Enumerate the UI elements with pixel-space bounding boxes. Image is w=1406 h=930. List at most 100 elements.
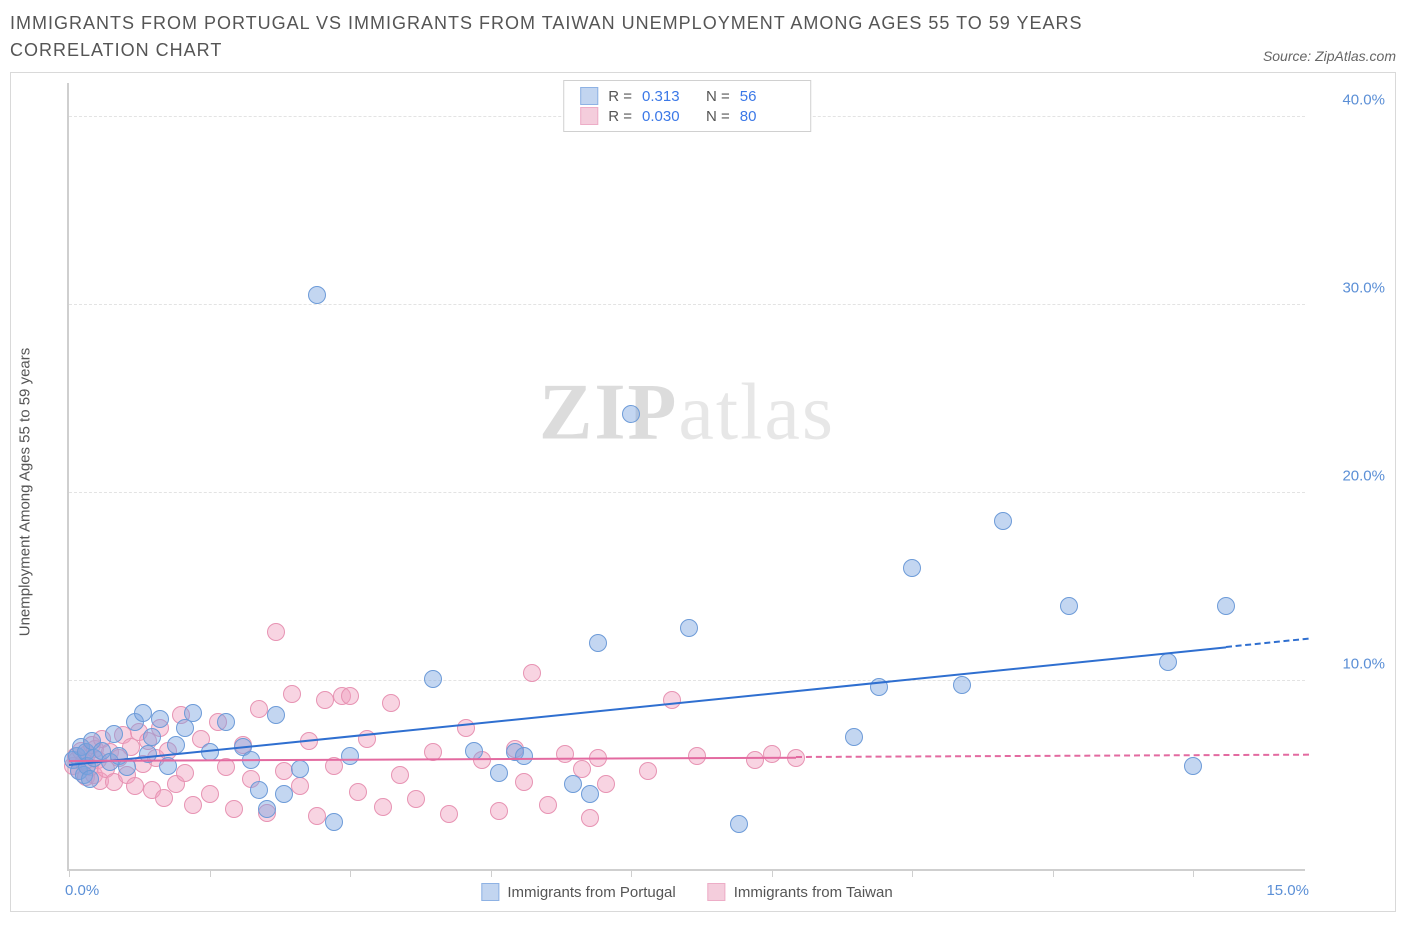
trend-line — [1226, 638, 1309, 648]
swatch-portugal-icon — [481, 883, 499, 901]
data-point — [258, 800, 276, 818]
data-point — [283, 685, 301, 703]
data-point — [201, 785, 219, 803]
data-point — [539, 796, 557, 814]
stat-label: N = — [706, 88, 730, 105]
swatch-taiwan-icon — [580, 107, 598, 125]
gridline — [69, 492, 1305, 493]
data-point — [556, 745, 574, 763]
y-tick-label: 30.0% — [1315, 279, 1385, 296]
data-point — [105, 725, 123, 743]
data-point — [1217, 597, 1235, 615]
legend-series: Immigrants from Portugal Immigrants from… — [481, 883, 892, 901]
stat-r-value: 0.313 — [642, 88, 696, 105]
data-point — [564, 775, 582, 793]
legend-label: Immigrants from Portugal — [507, 884, 675, 901]
legend-stats-row: R = 0.313 N = 56 — [580, 87, 794, 105]
x-axis-max-label: 15.0% — [1266, 882, 1309, 899]
data-point — [663, 691, 681, 709]
y-tick-label: 20.0% — [1315, 467, 1385, 484]
data-point — [81, 770, 99, 788]
swatch-portugal-icon — [580, 87, 598, 105]
data-point — [217, 713, 235, 731]
data-point — [440, 805, 458, 823]
data-point — [151, 710, 169, 728]
swatch-taiwan-icon — [708, 883, 726, 901]
data-point — [316, 691, 334, 709]
data-point — [639, 762, 657, 780]
page-title: IMMIGRANTS FROM PORTUGAL VS IMMIGRANTS F… — [10, 10, 1110, 64]
y-tick-label: 10.0% — [1315, 655, 1385, 672]
data-point — [143, 728, 161, 746]
y-tick-label: 40.0% — [1315, 91, 1385, 108]
data-point — [1159, 653, 1177, 671]
x-tick-mark — [1193, 869, 1194, 877]
data-point — [903, 559, 921, 577]
x-tick-mark — [631, 869, 632, 877]
trend-line — [796, 754, 1309, 758]
data-point — [994, 512, 1012, 530]
y-axis-label: Unemployment Among Ages 55 to 59 years — [17, 348, 34, 637]
data-point — [953, 676, 971, 694]
x-axis-min-label: 0.0% — [65, 882, 99, 899]
gridline — [69, 304, 1305, 305]
stat-label: R = — [608, 88, 632, 105]
data-point — [167, 736, 185, 754]
data-point — [225, 800, 243, 818]
data-point — [308, 807, 326, 825]
data-point — [308, 286, 326, 304]
stat-label: R = — [608, 108, 632, 125]
x-tick-mark — [491, 869, 492, 877]
stat-r-value: 0.030 — [642, 108, 696, 125]
data-point — [250, 700, 268, 718]
x-tick-mark — [69, 869, 70, 877]
legend-label: Immigrants from Taiwan — [734, 884, 893, 901]
data-point — [275, 762, 293, 780]
legend-stats: R = 0.313 N = 56 R = 0.030 N = 80 — [563, 80, 811, 132]
data-point — [391, 766, 409, 784]
legend-stats-row: R = 0.030 N = 80 — [580, 107, 794, 125]
data-point — [374, 798, 392, 816]
source-attribution: Source: ZipAtlas.com — [1263, 48, 1396, 64]
data-point — [845, 728, 863, 746]
data-point — [325, 813, 343, 831]
chart-container: Unemployment Among Ages 55 to 59 years Z… — [10, 72, 1396, 912]
data-point — [184, 704, 202, 722]
x-tick-mark — [912, 869, 913, 877]
data-point — [267, 623, 285, 641]
data-point — [341, 687, 359, 705]
data-point — [1184, 757, 1202, 775]
x-tick-mark — [210, 869, 211, 877]
stat-n-value: 80 — [740, 108, 794, 125]
data-point — [1060, 597, 1078, 615]
data-point — [465, 742, 483, 760]
x-tick-mark — [1053, 869, 1054, 877]
data-point — [184, 796, 202, 814]
stat-label: N = — [706, 108, 730, 125]
stat-n-value: 56 — [740, 88, 794, 105]
data-point — [291, 760, 309, 778]
data-point — [680, 619, 698, 637]
data-point — [291, 777, 309, 795]
data-point — [746, 751, 764, 769]
legend-item: Immigrants from Portugal — [481, 883, 675, 901]
data-point — [267, 706, 285, 724]
data-point — [523, 664, 541, 682]
data-point — [581, 809, 599, 827]
data-point — [730, 815, 748, 833]
data-point — [515, 747, 533, 765]
data-point — [407, 790, 425, 808]
plot-area: ZIPatlas R = 0.313 N = 56 R = 0.030 N = … — [67, 83, 1305, 871]
data-point — [581, 785, 599, 803]
data-point — [622, 405, 640, 423]
gridline — [69, 680, 1305, 681]
data-point — [126, 777, 144, 795]
data-point — [349, 783, 367, 801]
x-tick-mark — [350, 869, 351, 877]
data-point — [250, 781, 268, 799]
data-point — [589, 634, 607, 652]
trend-line — [69, 646, 1227, 766]
x-tick-mark — [772, 869, 773, 877]
data-point — [763, 745, 781, 763]
data-point — [515, 773, 533, 791]
